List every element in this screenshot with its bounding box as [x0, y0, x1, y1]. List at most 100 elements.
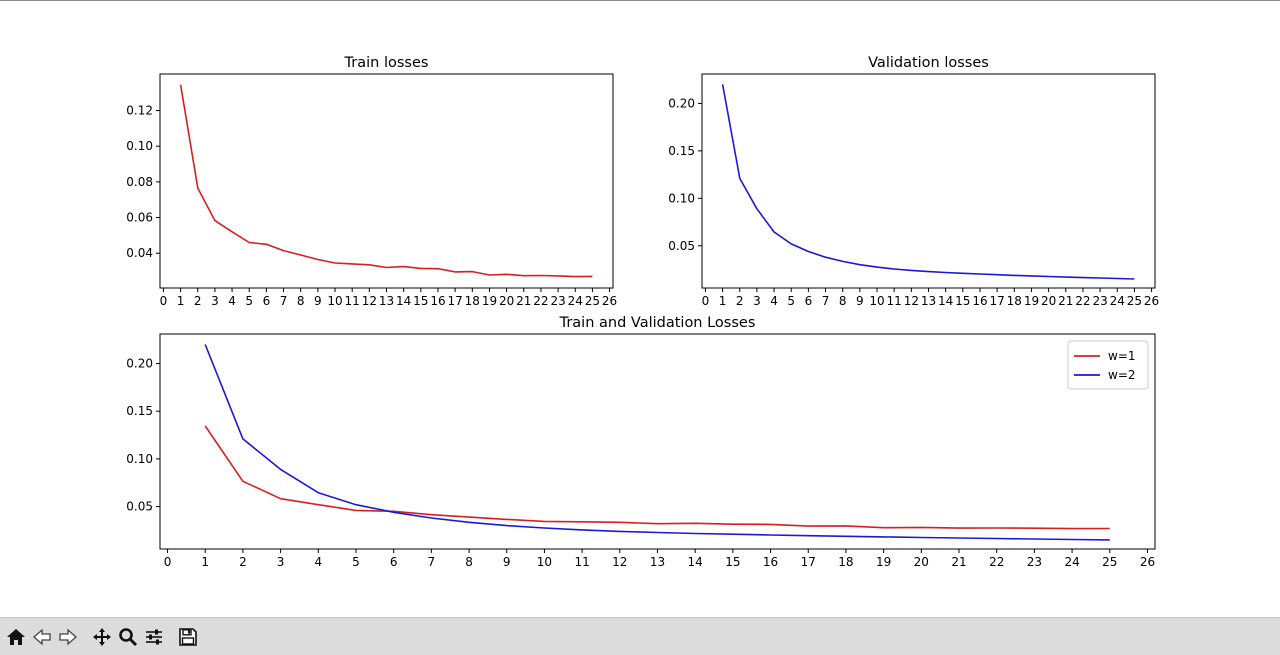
y-tick-label: 0.05: [668, 239, 695, 253]
legend-label: w=2: [1108, 368, 1136, 382]
window-top-border: [0, 0, 1280, 1]
x-tick-label: 12: [612, 555, 627, 569]
navigation-toolbar: [0, 617, 1280, 655]
series-line-w-2: [204, 344, 1110, 541]
pan-button[interactable]: [90, 625, 114, 649]
x-tick-label: 21: [516, 294, 531, 308]
x-tick-label: 9: [503, 555, 511, 569]
axes-frame: [701, 73, 1156, 289]
figure-canvas: Train losses 0 1 2 3 4 5 6 7 8 9 10 11 12 13 14 15 16 17 18…: [0, 1, 1280, 617]
forward-button[interactable]: [56, 625, 80, 649]
x-tick-label: 6: [263, 294, 271, 308]
x-tick-label: 12: [904, 294, 919, 308]
x-tick-label: 5: [787, 294, 795, 308]
y-tick-label: 0.06: [126, 211, 153, 225]
x-tick-label: 17: [989, 294, 1004, 308]
x-tick-label: 1: [201, 555, 209, 569]
x-tick-label: 11: [574, 555, 589, 569]
x-tick-label: 23: [1092, 294, 1107, 308]
x-tick-label: 23: [1027, 555, 1042, 569]
series-line-validation: [721, 84, 1135, 280]
x-tick-label: 24: [1064, 555, 1079, 569]
x-tick-label: 22: [533, 294, 548, 308]
x-tick-label: 16: [972, 294, 987, 308]
x-tick-label: 19: [1024, 294, 1039, 308]
x-tick-label: 0: [164, 555, 172, 569]
configure-subplots-button[interactable]: [142, 625, 166, 649]
x-tick-label: 3: [753, 294, 761, 308]
x-tick-label: 13: [379, 294, 394, 308]
x-tick-label: 26: [1144, 294, 1159, 308]
x-tick-label: 15: [955, 294, 970, 308]
arrow-left-icon: [33, 628, 51, 645]
chart-title: Train and Validation Losses: [559, 315, 756, 331]
x-tick-label: 25: [585, 294, 600, 308]
x-tick-label: 20: [914, 555, 929, 569]
move-icon: [93, 627, 111, 646]
x-tick-label: 13: [921, 294, 936, 308]
x-tick-label: 24: [568, 294, 583, 308]
x-tick-label: 14: [938, 294, 953, 308]
x-tick-label: 10: [537, 555, 552, 569]
arrow-right-icon: [59, 628, 77, 645]
y-tick-label: 0.08: [126, 175, 153, 189]
x-tick-label: 1: [719, 294, 727, 308]
zoom-button[interactable]: [116, 625, 140, 649]
y-tick-label: 0.10: [126, 452, 153, 466]
x-tick-label: 6: [805, 294, 813, 308]
save-button[interactable]: [176, 625, 200, 649]
x-tick-label: 18: [465, 294, 480, 308]
x-tick-label: 11: [345, 294, 360, 308]
x-tick-label: 18: [838, 555, 853, 569]
y-tick-label: 0.10: [126, 139, 153, 153]
x-tick-label: 5: [245, 294, 253, 308]
x-tick-label: 15: [725, 555, 740, 569]
x-tick-label: 2: [736, 294, 744, 308]
x-tick-label: 12: [362, 294, 377, 308]
x-tick-label: 2: [194, 294, 202, 308]
x-tick-label: 4: [228, 294, 236, 308]
home-icon: [7, 628, 25, 645]
y-tick-label: 0.10: [668, 191, 695, 205]
x-tick-label: 3: [277, 555, 285, 569]
x-tick-label: 11: [887, 294, 902, 308]
y-tick-label: 0.12: [126, 104, 153, 118]
x-tick-label: 22: [1075, 294, 1090, 308]
x-tick-label: 14: [688, 555, 703, 569]
y-tick-label: 0.05: [126, 500, 153, 514]
home-button[interactable]: [4, 625, 28, 649]
x-tick-label: 0: [702, 294, 710, 308]
axes-frame: [159, 73, 614, 289]
x-tick-label: 21: [1058, 294, 1073, 308]
x-tick-label: 6: [390, 555, 398, 569]
x-tick-label: 1: [177, 294, 185, 308]
x-tick-label: 2: [239, 555, 247, 569]
x-tick-label: 16: [430, 294, 445, 308]
x-tick-label: 5: [352, 555, 360, 569]
x-tick-label: 19: [482, 294, 497, 308]
x-tick-label: 7: [822, 294, 830, 308]
x-tick-label: 9: [314, 294, 322, 308]
x-tick-label: 20: [1041, 294, 1056, 308]
x-tick-label: 13: [650, 555, 665, 569]
x-tick-label: 4: [314, 555, 322, 569]
back-button[interactable]: [30, 625, 54, 649]
y-tick-label: 0.04: [126, 246, 153, 260]
x-tick-label: 17: [801, 555, 816, 569]
x-tick-label: 9: [856, 294, 864, 308]
x-tick-label: 21: [951, 555, 966, 569]
x-tick-label: 20: [499, 294, 514, 308]
x-tick-label: 16: [763, 555, 778, 569]
x-tick-label: 7: [280, 294, 288, 308]
x-tick-label: 15: [413, 294, 428, 308]
toolbar-separator: [168, 625, 176, 649]
x-tick-label: 22: [989, 555, 1004, 569]
legend: w=1w=2: [1067, 340, 1149, 390]
x-tick-label: 10: [869, 294, 884, 308]
x-tick-label: 24: [1110, 294, 1125, 308]
y-tick-label: 0.20: [126, 357, 153, 371]
